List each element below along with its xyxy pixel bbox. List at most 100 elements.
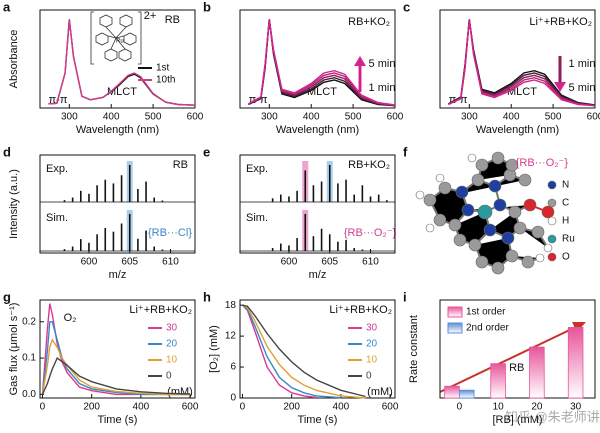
x-axis-label: [RB] (mM) <box>492 414 542 426</box>
x-tick-label: 0 <box>240 402 246 413</box>
legend-label: 20 <box>366 339 378 350</box>
x-tick-label: 10 <box>493 402 505 413</box>
panel-title: RB <box>165 14 180 26</box>
legend-label: O <box>562 252 570 263</box>
panel-letter: i <box>403 289 407 304</box>
x-tick-label: 610 <box>162 257 179 268</box>
legend-swatch <box>547 180 557 190</box>
legend-swatch <box>547 198 557 208</box>
panel-title: RB <box>173 159 188 171</box>
legend-label: 10 <box>166 355 178 366</box>
x-tick-label: 20 <box>531 402 543 413</box>
legend-label: 2nd order <box>466 323 509 334</box>
annotation: {RB···O₂⁻} <box>344 227 397 239</box>
x-tick-label: 300 <box>61 112 78 123</box>
legend-label: 1st <box>156 63 170 74</box>
x-tick-label: 300 <box>461 112 478 123</box>
legend-label: 0 <box>166 371 172 382</box>
legend-label: 20 <box>166 339 178 350</box>
legend-label: 10 <box>366 355 378 366</box>
legend-swatch <box>547 252 557 262</box>
series-line <box>242 304 366 399</box>
legend-label: 0 <box>366 371 372 382</box>
series-label: Sim. <box>46 212 68 224</box>
panel-title: {RB···O₂⁻} <box>516 157 569 169</box>
x-tick-label: 610 <box>362 257 379 268</box>
y-tick-label: 6 <box>230 362 236 373</box>
annotation: 1 min <box>369 82 396 94</box>
panel-title: RB+KO₂ <box>348 159 390 171</box>
inset-atom: Ru <box>116 39 124 45</box>
x-tick-label: 600 <box>81 257 98 268</box>
plot-frame <box>39 154 196 254</box>
x-tick-label: 400 <box>333 402 350 413</box>
x-axis-label: Wavelength (nm) <box>476 124 559 136</box>
y-tick-label: 0.2 <box>22 316 36 327</box>
y-axis-label: Rate constant <box>408 315 420 383</box>
time-arrow <box>554 56 566 92</box>
inset-structure <box>90 11 142 65</box>
series-label: Sim. <box>246 212 268 224</box>
x-tick-label: 600 <box>387 112 404 123</box>
series-line <box>48 19 196 106</box>
legend-label: 30 <box>166 323 178 334</box>
annotation: (mM) <box>367 386 393 398</box>
x-tick-label: 200 <box>83 402 100 413</box>
series-line <box>41 321 191 396</box>
trend-arrow <box>439 322 586 393</box>
x-tick-label: 600 <box>182 402 199 413</box>
series-line <box>448 19 596 107</box>
y-axis-label: Absorbance <box>8 30 20 89</box>
legend-label: Ru <box>562 234 575 245</box>
bar <box>444 385 460 399</box>
y-tick-label: 0.0 <box>22 389 36 400</box>
series-line <box>242 304 341 399</box>
panel-letter: c <box>403 0 410 14</box>
annotation: {RB···Cl} <box>148 227 192 239</box>
series-label: Exp. <box>46 163 68 175</box>
legend-swatch <box>447 322 463 334</box>
x-tick-label: 400 <box>103 112 120 123</box>
panel-title: Li⁺+RB+KO₂ <box>129 304 192 316</box>
plot-frame <box>239 154 396 254</box>
series-line <box>242 304 366 398</box>
x-tick-label: 200 <box>283 402 300 413</box>
panel-letter: b <box>203 0 211 14</box>
time-arrow <box>354 56 366 92</box>
series-line <box>248 19 396 106</box>
x-tick-label: 0 <box>457 402 463 413</box>
annotation: O₂ <box>64 312 77 324</box>
plot-frame <box>439 9 596 109</box>
y-axis-label: [O₂] (mM) <box>208 325 220 373</box>
plot-frame <box>39 299 196 399</box>
atoms <box>415 151 555 275</box>
bar <box>529 346 545 399</box>
annotation: 1 min <box>569 58 596 70</box>
legend-swatch <box>547 216 557 226</box>
legend-label: 1st order <box>466 307 506 318</box>
x-tick-label: 400 <box>503 112 520 123</box>
legend-label: C <box>562 198 569 209</box>
annotation: (mM) <box>167 386 193 398</box>
y-axis-label: Gas flux (μmol s⁻¹) <box>8 303 20 396</box>
x-tick-label: 600 <box>587 112 600 123</box>
panel-letter: e <box>203 144 210 159</box>
x-tick-label: 400 <box>133 402 150 413</box>
x-axis-label: Time (s) <box>298 414 338 426</box>
legend-label: 30 <box>366 323 378 334</box>
annotation: 5 min <box>569 82 596 94</box>
x-tick-label: 600 <box>382 402 399 413</box>
panel-letter: d <box>3 144 11 159</box>
y-tick-label: 12 <box>225 331 237 342</box>
annotation: 5 min <box>369 58 396 70</box>
panel-title: Li⁺+RB+KO₂ <box>329 304 392 316</box>
x-tick-label: 500 <box>145 112 162 123</box>
bar <box>567 327 584 399</box>
x-tick-label: 400 <box>303 112 320 123</box>
legend-label: 10th <box>156 75 175 86</box>
x-tick-label: 300 <box>261 112 278 123</box>
panel-title: Li⁺+RB+KO₂ <box>529 16 592 28</box>
legend-label: N <box>562 180 569 191</box>
series-label: Exp. <box>246 163 268 175</box>
x-axis-label: m/z <box>309 269 327 281</box>
